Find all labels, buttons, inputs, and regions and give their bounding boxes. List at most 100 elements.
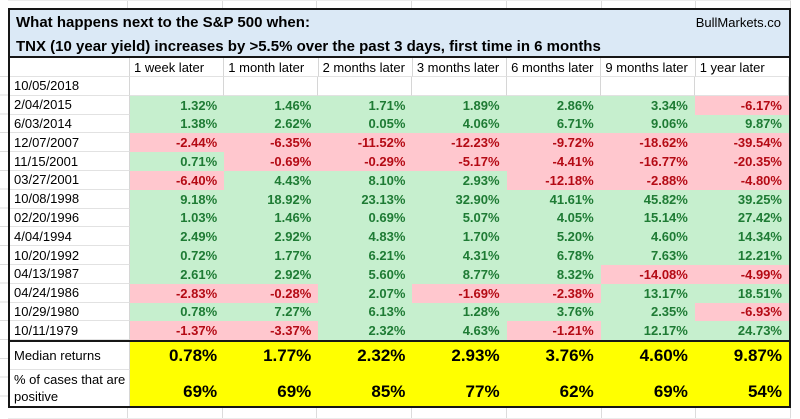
percent-positive-cell[interactable]: 69% (130, 370, 225, 407)
return-cell[interactable]: 1.70% (412, 227, 507, 247)
return-cell[interactable]: 23.13% (318, 189, 413, 209)
return-cell[interactable]: 8.77% (412, 264, 507, 284)
date-cell[interactable]: 02/20/1996 (10, 208, 130, 228)
return-cell[interactable]: 1.38% (130, 114, 225, 134)
median-cell[interactable]: 2.32% (318, 342, 413, 371)
return-cell[interactable]: -3.37% (224, 321, 319, 341)
return-cell[interactable]: 2.35% (600, 302, 695, 322)
return-cell[interactable]: -0.28% (224, 283, 319, 303)
return-cell[interactable]: 8.32% (506, 264, 601, 284)
return-cell[interactable]: 39.25% (694, 189, 789, 209)
median-cell[interactable]: 0.78% (130, 342, 225, 371)
return-cell[interactable]: 41.61% (506, 189, 601, 209)
return-cell[interactable]: -39.54% (694, 133, 789, 153)
percent-positive-cell[interactable]: 62% (506, 370, 601, 407)
return-cell[interactable]: 9.87% (694, 114, 789, 134)
return-cell[interactable]: 6.71% (506, 114, 601, 134)
return-cell[interactable]: 4.63% (412, 321, 507, 341)
return-cell[interactable]: 15.14% (600, 208, 695, 228)
column-header[interactable]: 2 months later (318, 58, 413, 77)
return-cell[interactable]: 2.49% (130, 227, 225, 247)
return-cell[interactable]: 5.07% (412, 208, 507, 228)
return-cell[interactable]: 13.17% (600, 283, 695, 303)
return-cell[interactable]: 24.73% (694, 321, 789, 341)
return-cell[interactable]: -6.40% (130, 170, 225, 190)
return-cell[interactable]: 6.78% (506, 246, 601, 265)
return-cell[interactable]: 27.42% (694, 208, 789, 228)
return-cell[interactable]: -6.17% (694, 95, 789, 115)
date-cell[interactable]: 10/05/2018 (10, 77, 130, 96)
return-cell[interactable]: 0.72% (130, 246, 225, 265)
return-cell[interactable]: -18.62% (600, 133, 695, 153)
date-cell[interactable]: 10/20/1992 (10, 246, 130, 265)
return-cell[interactable] (694, 77, 789, 96)
return-cell[interactable]: 18.92% (224, 189, 319, 209)
percent-positive-cell[interactable]: 54% (694, 370, 789, 407)
return-cell[interactable]: 12.17% (600, 321, 695, 341)
column-header[interactable]: 1 week later (130, 58, 225, 77)
date-cell[interactable]: 03/27/2001 (10, 170, 130, 190)
return-cell[interactable]: 2.32% (318, 321, 413, 341)
return-cell[interactable]: 1.32% (130, 95, 225, 115)
median-cell[interactable]: 4.60% (600, 342, 695, 371)
date-cell[interactable]: 10/08/1998 (10, 189, 130, 209)
date-cell[interactable]: 4/04/1994 (10, 227, 130, 247)
return-cell[interactable]: 7.27% (224, 302, 319, 322)
percent-positive-label[interactable]: % of cases that are positive (10, 370, 130, 407)
median-label[interactable]: Median returns (10, 342, 130, 371)
return-cell[interactable]: -1.69% (412, 283, 507, 303)
header-empty-cell[interactable] (10, 58, 130, 77)
return-cell[interactable]: 4.43% (224, 170, 319, 190)
return-cell[interactable]: -2.38% (506, 283, 601, 303)
return-cell[interactable]: 1.46% (224, 208, 319, 228)
return-cell[interactable]: 6.13% (318, 302, 413, 322)
return-cell[interactable]: 7.63% (600, 246, 695, 265)
return-cell[interactable]: 5.60% (318, 264, 413, 284)
return-cell[interactable] (600, 77, 695, 96)
return-cell[interactable]: 32.90% (412, 189, 507, 209)
return-cell[interactable]: 2.86% (506, 95, 601, 115)
return-cell[interactable]: 6.21% (318, 246, 413, 265)
return-cell[interactable]: 4.31% (412, 246, 507, 265)
return-cell[interactable]: 0.71% (130, 152, 225, 171)
date-cell[interactable]: 11/15/2001 (10, 152, 130, 171)
return-cell[interactable]: -1.21% (506, 321, 601, 341)
return-cell[interactable]: 9.06% (600, 114, 695, 134)
return-cell[interactable]: -12.23% (412, 133, 507, 153)
median-cell[interactable]: 9.87% (694, 342, 789, 371)
return-cell[interactable]: -6.93% (694, 302, 789, 322)
return-cell[interactable]: 2.92% (224, 227, 319, 247)
date-cell[interactable]: 04/13/1987 (10, 264, 130, 284)
return-cell[interactable]: -4.80% (694, 170, 789, 190)
percent-positive-cell[interactable]: 77% (412, 370, 507, 407)
return-cell[interactable]: 9.18% (130, 189, 225, 209)
return-cell[interactable]: -20.35% (694, 152, 789, 171)
date-cell[interactable]: 6/03/2014 (10, 114, 130, 134)
return-cell[interactable]: 1.46% (224, 95, 319, 115)
return-cell[interactable] (412, 77, 507, 96)
percent-positive-cell[interactable]: 69% (224, 370, 319, 407)
return-cell[interactable] (130, 77, 225, 96)
column-header[interactable]: 9 months later (601, 58, 696, 77)
return-cell[interactable]: 2.07% (318, 283, 413, 303)
return-cell[interactable]: 0.69% (318, 208, 413, 228)
return-cell[interactable]: -12.18% (506, 170, 601, 190)
return-cell[interactable] (506, 77, 601, 96)
return-cell[interactable]: -2.44% (130, 133, 225, 153)
return-cell[interactable]: -11.52% (318, 133, 413, 153)
return-cell[interactable]: 1.77% (224, 246, 319, 265)
return-cell[interactable]: 1.28% (412, 302, 507, 322)
return-cell[interactable]: 2.92% (224, 264, 319, 284)
return-cell[interactable]: 0.78% (130, 302, 225, 322)
median-cell[interactable]: 1.77% (224, 342, 319, 371)
return-cell[interactable]: -6.35% (224, 133, 319, 153)
return-cell[interactable]: -4.99% (694, 264, 789, 284)
column-header[interactable]: 3 months later (412, 58, 508, 77)
column-header[interactable]: 6 months later (507, 58, 602, 77)
return-cell[interactable]: 1.71% (318, 95, 413, 115)
return-cell[interactable] (224, 77, 319, 96)
return-cell[interactable]: 0.05% (318, 114, 413, 134)
return-cell[interactable]: 45.82% (600, 189, 695, 209)
return-cell[interactable]: 14.34% (694, 227, 789, 247)
return-cell[interactable]: -5.17% (412, 152, 507, 171)
